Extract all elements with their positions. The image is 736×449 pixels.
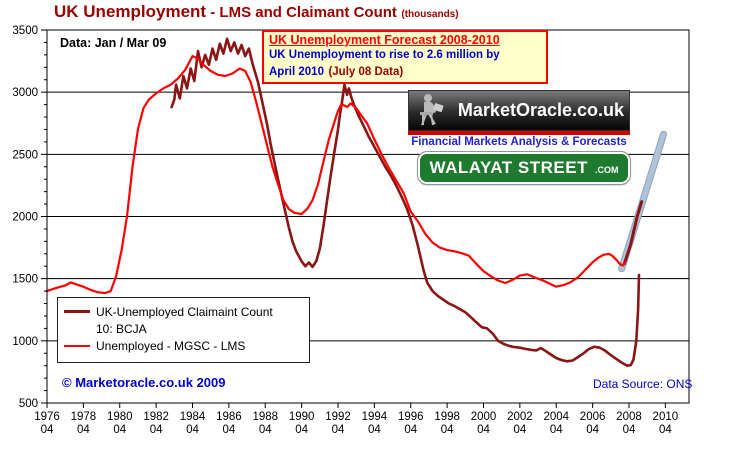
y-tick-label: 1500 (12, 274, 38, 286)
x-tick-label-year: 1980 (107, 411, 133, 423)
x-tick-label-month: 04 (404, 424, 417, 436)
x-tick-label-year: 2000 (471, 411, 497, 423)
x-tick-label-month: 04 (368, 424, 381, 436)
x-tick-label-month: 04 (477, 424, 490, 436)
series-claimant-count (170, 37, 641, 368)
x-tick-label-month: 04 (513, 424, 526, 436)
chart-title-main: UK Unemployment (54, 2, 207, 21)
walayat-street-text: WALAYAT STREET (429, 158, 588, 177)
y-tick-label: 3500 (12, 25, 38, 37)
x-tick-label-month: 04 (41, 424, 54, 436)
walayat-street-suffix: .COM (594, 165, 619, 175)
data-source-text: Data Source: ONS (593, 377, 693, 391)
x-tick-label-month: 04 (623, 424, 636, 436)
legend-item-lms: Unemployed - MGSC - LMS (58, 337, 309, 354)
x-tick-label-year: 2004 (543, 411, 569, 423)
x-tick-label-year: 2002 (507, 411, 533, 423)
x-tick-label-month: 04 (441, 424, 454, 436)
marketoracle-logo-text: MarketOracle.co.uk (457, 100, 624, 120)
series-lms-unemployed (45, 54, 627, 295)
x-tick-label-year: 1998 (434, 411, 460, 423)
data-period-label: Data: Jan / Mar 09 (60, 36, 167, 50)
legend-item-claimant: UK-Unemployed Claimaint Count (58, 303, 309, 320)
x-tick-label-year: 2006 (580, 411, 606, 423)
x-tick-label-month: 04 (550, 424, 563, 436)
chart-title-sub: - LMS and Claimant Count (206, 4, 397, 21)
y-tick-label: 2000 (12, 212, 38, 224)
x-tick-label-month: 04 (586, 424, 599, 436)
x-tick-label-month: 04 (77, 424, 90, 436)
forecast-annotation-box: UK Unemployment Forecast 2008-2010 UK Un… (262, 30, 548, 84)
legend-swatch-lms (64, 344, 90, 347)
x-tick-label-year: 1976 (34, 411, 60, 423)
chart-title: UK Unemployment - LMS and Claimant Count… (54, 2, 459, 22)
x-tick-label-month: 04 (222, 424, 235, 436)
x-tick-label-year: 2008 (616, 411, 642, 423)
y-tick-label: 500 (19, 398, 38, 410)
chart-legend: UK-Unemployed Claimaint Count 10: BCJA U… (57, 297, 310, 363)
x-tick-label-month: 04 (332, 424, 345, 436)
legend-label-claimant-line2: 10: BCJA (96, 321, 147, 336)
y-tick-label: 3000 (12, 87, 38, 99)
x-tick-label-year: 1990 (289, 411, 315, 423)
y-tick-label: 2500 (12, 149, 38, 161)
x-tick-label-month: 04 (659, 424, 672, 436)
legend-item-claimant-line2: 10: BCJA (58, 320, 309, 337)
chart-title-units: (thousands) (401, 9, 459, 20)
x-tick-label-month: 04 (186, 424, 199, 436)
marketoracle-logo-bar: MarketOracle.co.uk (408, 90, 630, 131)
marketoracle-logo: MarketOracle.co.uk Financial Markets Ana… (408, 90, 630, 150)
legend-swatch-claimant (64, 310, 90, 313)
forecast-box-line2: UK Unemployment to rise to 2.6 million b… (269, 49, 500, 61)
copyright-text: © Marketoracle.co.uk 2009 (62, 375, 226, 390)
x-tick-label-month: 04 (150, 424, 163, 436)
legend-label-lms: Unemployed - MGSC - LMS (96, 338, 246, 353)
marketoracle-tagline: Financial Markets Analysis & Forecasts (408, 135, 630, 150)
x-tick-label-year: 1986 (216, 411, 242, 423)
x-tick-label-year: 1988 (252, 411, 278, 423)
x-tick-label-month: 04 (259, 424, 272, 436)
forecast-box-source: (July 08 Data) (328, 66, 404, 78)
legend-label-claimant-line1: UK-Unemployed Claimaint Count (96, 304, 273, 319)
x-tick-label-year: 1994 (362, 411, 388, 423)
x-tick-label-month: 04 (295, 424, 308, 436)
x-tick-label-month: 04 (113, 424, 126, 436)
x-tick-label-year: 1978 (71, 411, 97, 423)
x-tick-label-year: 1992 (325, 411, 351, 423)
x-tick-label-year: 1982 (143, 411, 169, 423)
forecast-box-title: UK Unemployment Forecast 2008-2010 (269, 33, 500, 47)
x-tick-label-year: 1996 (398, 411, 424, 423)
series-lms-latest-overlay (622, 200, 644, 266)
forecast-box-date: April 2010 (269, 66, 324, 78)
x-tick-label-year: 2010 (653, 411, 679, 423)
x-tick-label-year: 1984 (180, 411, 206, 423)
walayat-street-sign: WALAYAT STREET .COM (417, 151, 631, 185)
y-tick-label: 1000 (12, 336, 38, 348)
oracle-figure-icon (420, 94, 444, 126)
marketoracle-red-stripe (408, 131, 630, 135)
